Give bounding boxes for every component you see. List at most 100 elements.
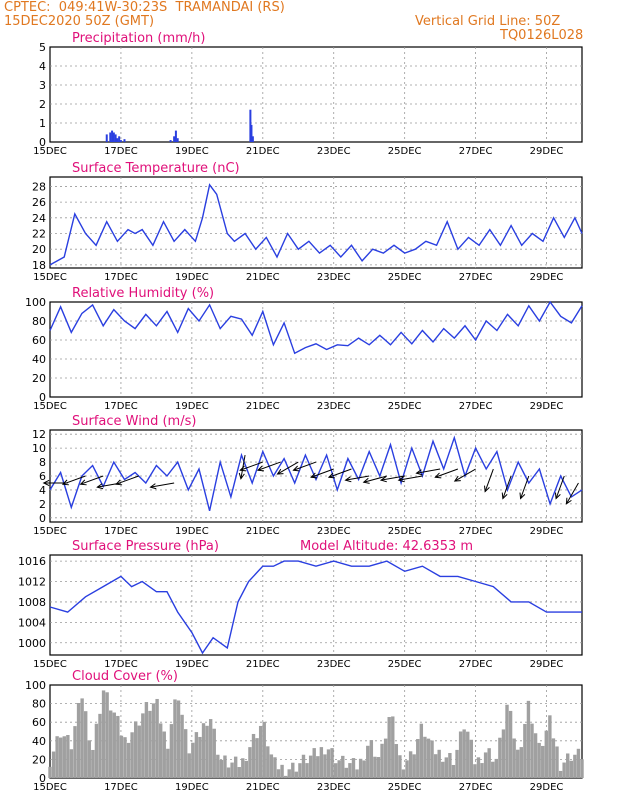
x-tick-label: 17DEC xyxy=(104,272,138,283)
cloud-bar xyxy=(94,723,99,778)
x-tick-label: 17DEC xyxy=(104,146,138,157)
y-tick-label: 12 xyxy=(32,428,46,441)
cloud-bar xyxy=(319,747,324,778)
cloud-bar xyxy=(123,737,127,778)
wind-arrow xyxy=(311,468,334,478)
cloud-bar xyxy=(101,690,106,778)
x-tick-label: 17DEC xyxy=(104,782,138,793)
cloud-bar xyxy=(569,760,573,778)
y-tick-label: 2 xyxy=(39,98,46,111)
x-tick-label: 25DEC xyxy=(388,401,422,412)
cloud-bar xyxy=(48,766,52,778)
wind-arrow-head xyxy=(79,479,87,486)
cloud-bar xyxy=(223,755,227,778)
cloud-bar xyxy=(344,767,349,778)
x-tick-label: 29DEC xyxy=(530,401,564,412)
cloud-bar xyxy=(119,735,124,778)
wind-arrow-head xyxy=(453,475,461,482)
cloud-bar xyxy=(580,759,584,778)
x-tick-label: 15DEC xyxy=(33,401,67,412)
cloud-bar xyxy=(262,721,266,778)
y-tick-label: 20 xyxy=(32,753,46,766)
cloud-bar xyxy=(105,692,109,778)
cloud-bar xyxy=(173,699,177,778)
cloud-bar xyxy=(208,719,213,778)
cloud-bar xyxy=(430,740,434,778)
header-grid-note: Vertical Grid Line: 50Z xyxy=(415,14,561,29)
y-tick-label: 100 xyxy=(25,679,46,692)
cloud-bar xyxy=(144,702,149,778)
precip-bar xyxy=(112,132,115,142)
wind-arrow-head xyxy=(362,477,370,484)
cloud-bar xyxy=(141,713,145,778)
wind-arrow xyxy=(257,461,281,471)
cloud-bar xyxy=(133,721,138,778)
y-tick-label: 40 xyxy=(32,735,46,748)
cloud-bar xyxy=(151,703,156,778)
cloud-bar xyxy=(273,757,277,778)
cloud-bar xyxy=(555,746,559,778)
cloud-bar xyxy=(494,758,499,778)
cloud-bar xyxy=(69,749,74,778)
precip-bar xyxy=(169,140,172,142)
x-tick-label: 23DEC xyxy=(317,659,351,670)
wind-arrow-head xyxy=(238,472,245,480)
cloud-bar xyxy=(548,715,552,778)
cloud-bar xyxy=(176,700,181,778)
wind-arrow xyxy=(380,475,405,481)
wind-arrow-head xyxy=(415,469,423,476)
cloud-bar xyxy=(51,751,56,778)
y-tick-label: 1004 xyxy=(18,616,46,629)
x-tick-label: 19DEC xyxy=(175,272,209,283)
y-tick-label: 80 xyxy=(32,698,46,711)
cloud-bar xyxy=(237,767,241,778)
cloud-bar xyxy=(333,763,338,778)
series-line xyxy=(49,560,582,655)
cloud-bar xyxy=(508,710,513,778)
wind-arrow-head xyxy=(501,492,508,500)
y-tick-label: 26 xyxy=(32,196,46,209)
precip-bar xyxy=(250,124,253,142)
precip-bar xyxy=(173,136,176,142)
precip-bar xyxy=(176,138,179,142)
wind-arrow xyxy=(293,461,317,471)
cloud-bar xyxy=(312,748,316,778)
wind-arrow-head xyxy=(256,465,265,472)
panel-title: Relative Humidity (%) xyxy=(72,286,214,301)
x-tick-label: 17DEC xyxy=(104,526,138,537)
wind-arrow xyxy=(484,468,494,492)
wind-arrow-head xyxy=(379,476,387,483)
cloud-bar xyxy=(323,754,327,778)
header-model-code: TQ0126L028 xyxy=(500,28,584,43)
cloud-bar xyxy=(283,775,288,778)
cloud-bar xyxy=(166,748,170,778)
x-tick-label: 29DEC xyxy=(530,526,564,537)
cloud-bar xyxy=(116,715,120,778)
cloud-bar xyxy=(533,733,538,778)
precip-bar xyxy=(109,132,112,142)
cloud-bar xyxy=(226,767,231,778)
cloud-bar xyxy=(108,710,113,778)
wind-arrow xyxy=(115,475,139,485)
series-line xyxy=(49,435,583,511)
cloud-bar xyxy=(251,733,256,778)
cloud-bar xyxy=(487,748,491,778)
wind-arrow-head xyxy=(96,483,104,490)
x-tick-label: 25DEC xyxy=(388,526,422,537)
x-tick-label: 23DEC xyxy=(317,526,351,537)
cloud-bar xyxy=(366,745,370,778)
y-tick-label: 1012 xyxy=(18,576,46,589)
panel-title: Surface Temperature (nC) xyxy=(72,161,240,176)
x-tick-label: 29DEC xyxy=(530,782,564,793)
cloud-bar xyxy=(194,732,199,778)
wind-arrow-head xyxy=(565,497,572,505)
x-tick-label: 17DEC xyxy=(104,659,138,670)
cloud-bar xyxy=(501,729,506,778)
panel-title: Cloud Cover (%) xyxy=(72,669,178,684)
series-line xyxy=(49,300,583,355)
precip-bar xyxy=(119,140,122,142)
precip-bar xyxy=(123,139,126,142)
cloud-bar xyxy=(80,698,84,778)
x-tick-label: 29DEC xyxy=(530,659,564,670)
